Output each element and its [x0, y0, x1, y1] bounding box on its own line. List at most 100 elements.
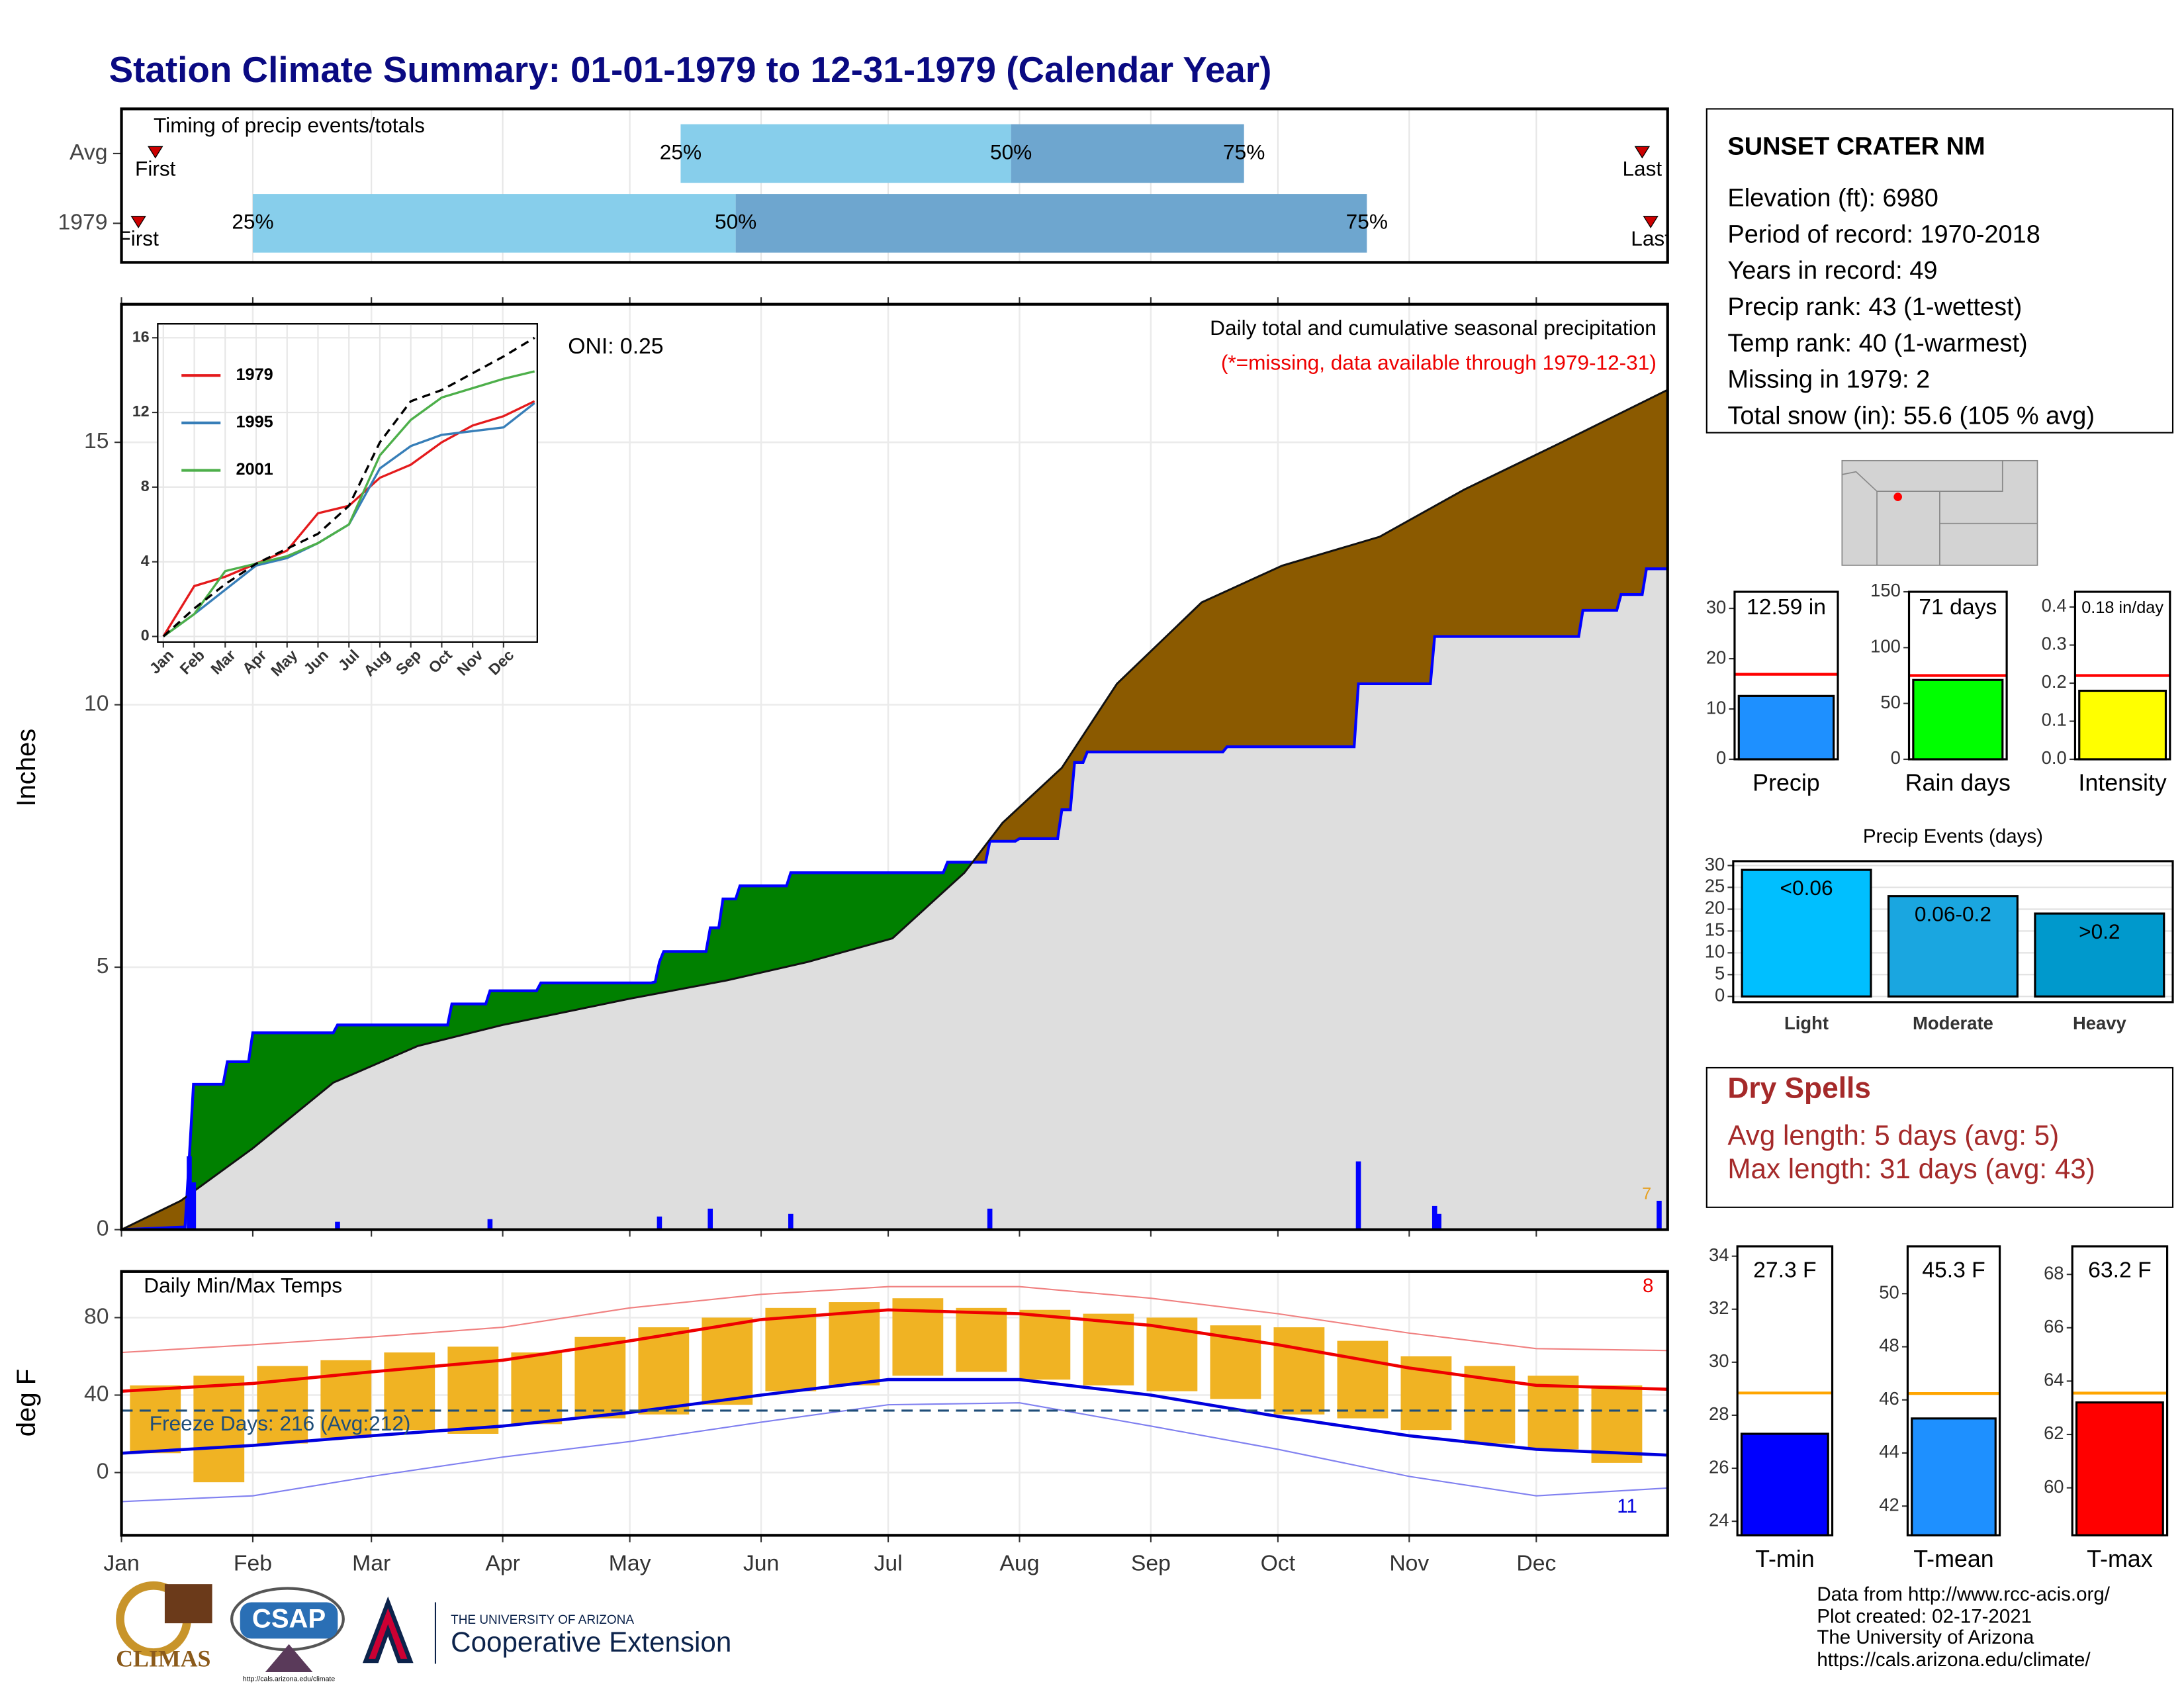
annotation-note: (*=missing, data available through 1979-…	[1221, 351, 1657, 375]
daily-precip-bar	[1436, 1213, 1441, 1230]
y-tick-label: 42	[1879, 1494, 1899, 1515]
dry-spells-line: Max length: 31 days (avg: 43)	[1727, 1153, 2095, 1184]
y-tick-label: 10	[1706, 697, 1726, 718]
legend-label: 1979	[236, 365, 273, 384]
plot-frame	[1732, 860, 2174, 1004]
event-marker	[130, 216, 146, 228]
temp-line	[121, 1286, 1668, 1354]
x-tick-label: Intensity	[2078, 769, 2167, 796]
info-line: Elevation (ft): 6980	[1727, 185, 1938, 212]
event-label: Last	[1631, 226, 1670, 250]
x-tick-label: Jan	[103, 1551, 139, 1576]
daily-precip-bar	[335, 1221, 340, 1230]
x-tick-label: T-min	[1755, 1546, 1815, 1572]
plot-frame	[1907, 590, 2008, 761]
event-marker	[1643, 216, 1659, 228]
corner-note: 7	[1642, 1185, 1651, 1203]
y-tick-label: 50	[1879, 1282, 1899, 1303]
event-label: First	[118, 226, 159, 250]
annotation: Daily total and cumulative seasonal prec…	[1210, 316, 1657, 340]
y-tick-label: 34	[1709, 1244, 1729, 1265]
y-tick-label: 5	[97, 953, 109, 978]
y-tick-label: 30	[1706, 596, 1726, 617]
y-tick-label: 150	[1870, 580, 1901, 600]
temp-range-bar	[511, 1352, 563, 1425]
event-label: First	[135, 157, 176, 181]
temp-line	[121, 1378, 1668, 1457]
timeline-chart: Timing of precip events/totals 25% 50% 75% F…	[58, 107, 1670, 264]
bar-chart: 0 10 20 30 12.59 in Precip	[1706, 590, 1839, 796]
y-tick-label: 0.2	[2042, 671, 2067, 692]
daily-precip-bar	[707, 1208, 713, 1230]
inset-frame	[157, 323, 538, 643]
arizona-a	[362, 1596, 414, 1664]
y-tick-label: 0.0	[2042, 747, 2067, 768]
x-tick-label: Heavy	[2073, 1013, 2127, 1033]
x-tick-label: Precip	[1752, 769, 1820, 796]
value-label: 0.18 in/day	[2081, 598, 2163, 617]
footer-line: Plot created: 02-17-2021	[1817, 1606, 2032, 1628]
temp-range-bar	[1591, 1385, 1643, 1463]
y-tick-label: 0.4	[2042, 595, 2067, 616]
bar-label: >0.2	[2079, 919, 2120, 943]
logo-text: CSAP	[252, 1605, 326, 1634]
precip-chart: 0 5 10 15 Inches Daily total and cumulative s…	[12, 297, 1669, 1241]
timeline-title: Timing of precip events/totals	[154, 113, 425, 137]
info-line: Precip rank: 43 (1-wettest)	[1727, 293, 2022, 321]
daily-precip-bar	[187, 1156, 192, 1230]
quartile-label: 75%	[1223, 140, 1265, 164]
plot-frame	[1733, 590, 1839, 761]
y-tick-label: 20	[1705, 898, 1725, 918]
temp-chart: Jan Feb Mar Apr May Jun Jul Aug Sep Oct Nov Dec 0 40 8…	[12, 1270, 1669, 1576]
dry-spells-line: Avg length: 5 days (avg: 5)	[1727, 1120, 2059, 1151]
temp-range-bar	[193, 1376, 245, 1483]
x-tick-label: Dec	[1516, 1551, 1556, 1576]
y-tick-label: 26	[1709, 1456, 1729, 1477]
y-tick-label: 30	[1705, 854, 1725, 874]
dry-spells-title: Dry Spells	[1727, 1072, 1871, 1104]
y-tick-label: 20	[1706, 647, 1726, 667]
temp-range-bar	[1273, 1327, 1325, 1415]
daily-precip-bar	[1355, 1161, 1361, 1230]
csap-mountain	[265, 1644, 313, 1672]
quartile-label: 50%	[715, 210, 756, 234]
logo-text: CLIMAS	[116, 1645, 210, 1671]
y-tick-label: 44	[1879, 1441, 1899, 1462]
temp-line	[121, 1402, 1668, 1503]
temp-range-bar	[384, 1352, 435, 1430]
value-label: 63.2 F	[2088, 1258, 2152, 1283]
bar	[1887, 895, 2019, 998]
bar	[2075, 1401, 2164, 1536]
quartile-label: 50%	[990, 140, 1032, 164]
x-tick-label: Rain days	[1905, 769, 2011, 796]
cumulative-line	[121, 567, 1668, 1231]
quartile-bar	[252, 194, 736, 253]
value-label: 27.3 F	[1753, 1258, 1817, 1283]
bar	[1740, 1432, 1829, 1536]
legend-label: 2001	[236, 460, 273, 479]
value-label: 71 days	[1919, 594, 1997, 620]
bar-chart: 24 26 28 30 32 34 27.3 F T-min	[1709, 1244, 1834, 1572]
timeline-rows: Timing of precip events/totals 25% 50% 75% F…	[118, 113, 1670, 253]
station-dot	[1893, 492, 1902, 501]
y-tick-label: 15	[1705, 919, 1725, 940]
y-tick-label: 28	[1709, 1403, 1729, 1424]
y-tick-label: 66	[2044, 1316, 2064, 1336]
plot-frame	[1736, 1245, 1834, 1536]
info-line: Temp rank: 40 (1-warmest)	[1727, 330, 2027, 357]
y-tick-label: 24	[1709, 1509, 1729, 1530]
x-tick-label: Aug	[999, 1551, 1039, 1576]
series-line	[162, 336, 535, 637]
bar-chart: 42 44 46 48 50 45.3 F T-mean	[1879, 1245, 2001, 1572]
info-line: Years in record: 49	[1727, 257, 1937, 285]
csap-badge	[240, 1602, 338, 1639]
quartile-label: 75%	[1346, 210, 1388, 234]
y-axis-label: Inches	[12, 729, 41, 807]
y-tick-label: 10	[84, 691, 109, 716]
map-border	[1939, 460, 2003, 492]
bar-label: 0.06-0.2	[1915, 902, 1991, 926]
daily-precip-bar	[487, 1219, 493, 1230]
x-tick-label: Jul	[874, 1551, 902, 1576]
plot-frame	[120, 303, 1669, 1231]
map	[1841, 459, 2038, 566]
